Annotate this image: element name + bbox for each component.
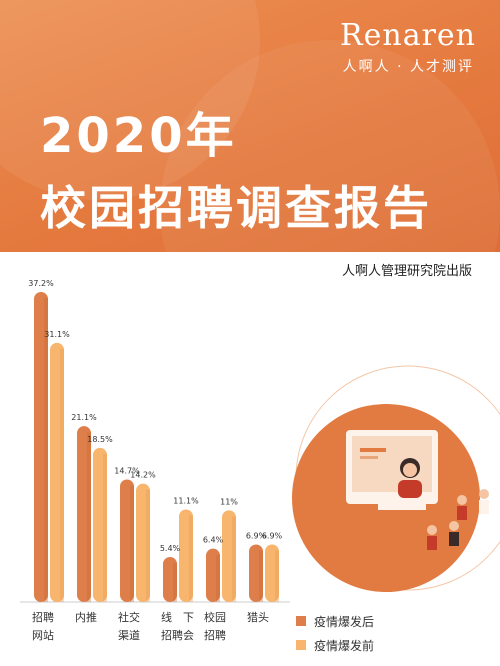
legend-label-before: 疫情爆发前: [314, 638, 375, 653]
category-label-3-1: 招聘会: [161, 628, 194, 642]
brand-logo: Renaren: [340, 18, 476, 53]
title-year: 2020年: [40, 108, 237, 164]
category-label-5-0: 猎头: [247, 610, 269, 624]
bar-shade-before-0: [60, 348, 64, 602]
data-label-after-1: 21.1%: [71, 413, 97, 422]
bar-shade-after-1: [87, 432, 91, 602]
bar-before-3: [179, 509, 193, 602]
bar-shade-after-2: [130, 485, 134, 602]
bar-shade-before-5: [275, 550, 279, 602]
bar-after-0: [34, 292, 48, 602]
data-label-after-5: 6.9%: [246, 532, 267, 541]
data-label-before-1: 18.5%: [87, 435, 113, 444]
brand-tagline: 人啊人 · 人才测评: [342, 59, 474, 75]
data-labels-group: 37.2% 31.1% 21.1% 18.5% 14.7%14.2% 5.4% 11.1% 6…: [28, 279, 282, 553]
category-label-3-0: 线 下: [161, 610, 194, 624]
category-label-4-1: 招聘: [204, 628, 226, 642]
data-label-before-2: 14.2%: [130, 471, 156, 480]
bars-group: [34, 292, 279, 602]
legend-label-after: 疫情爆发后: [314, 614, 375, 629]
category-label-2-1: 渠道: [118, 628, 140, 642]
bar-after-4: [206, 548, 220, 602]
bar-before-1: [93, 447, 107, 602]
report-header: Renaren 人啊人 · 人才测评 2020年 校园招聘调查报告: [0, 0, 500, 252]
bar-shade-before-3: [189, 515, 193, 602]
bar-after-5: [249, 544, 263, 602]
publisher-label: 人啊人管理研究院出版: [341, 264, 472, 279]
category-label-4-0: 校园: [204, 610, 226, 624]
category-label-1-0: 内推: [75, 610, 97, 624]
data-label-after-2: 14.7%: [114, 467, 140, 476]
bar-shade-after-0: [44, 298, 48, 602]
bar-shade-before-4: [232, 516, 236, 602]
bar-shade-before-1: [103, 453, 107, 602]
data-label-after-4: 6.4%: [203, 536, 224, 545]
data-label-before-0: 31.1%: [44, 330, 70, 339]
bar-shade-after-5: [259, 550, 263, 602]
bar-after-1: [77, 426, 91, 602]
bar-shade-before-2: [146, 489, 150, 602]
bar-shade-after-4: [216, 554, 220, 602]
bar-before-0: [50, 342, 64, 602]
data-label-before-5: 6.9%: [262, 532, 283, 541]
title-main: 校园招聘调查报告: [40, 181, 432, 235]
bar-after-2: [120, 479, 134, 602]
chart-legend: 疫情爆发后 疫情爆发前: [296, 609, 374, 657]
legend-item-before: 疫情爆发前: [296, 633, 374, 657]
legend-swatch-before: [296, 640, 306, 650]
data-label-after-0: 37.2%: [28, 279, 54, 288]
bar-shade-after-3: [173, 563, 177, 602]
bar-before-2: [136, 483, 150, 602]
bar-before-5: [265, 544, 279, 602]
legend-swatch-after: [296, 616, 306, 626]
bar-before-4: [222, 510, 236, 602]
category-label-0-1: 网站: [32, 628, 54, 642]
data-label-before-4: 11%: [220, 497, 238, 506]
data-label-before-3: 11.1%: [173, 497, 199, 506]
legend-item-after: 疫情爆发后: [296, 609, 374, 633]
data-label-after-3: 5.4%: [160, 544, 181, 553]
bar-after-3: [163, 557, 177, 602]
category-label-0-0: 招聘: [32, 610, 54, 624]
category-label-2-0: 社交: [118, 610, 140, 624]
